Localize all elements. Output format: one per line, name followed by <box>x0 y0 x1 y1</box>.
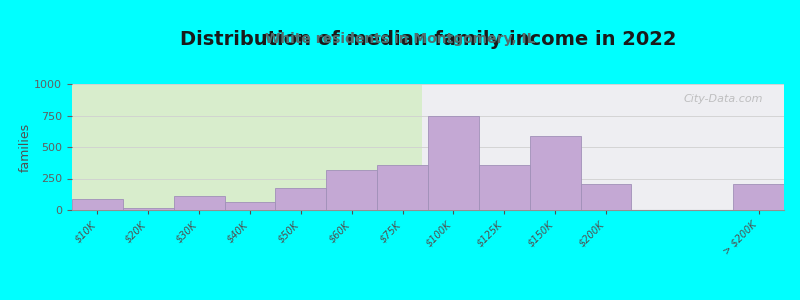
Bar <box>174 196 225 210</box>
Title: Distribution of median family income in 2022: Distribution of median family income in … <box>180 30 676 49</box>
Bar <box>275 188 326 210</box>
Text: City-Data.com: City-Data.com <box>683 94 762 104</box>
Bar <box>581 184 631 210</box>
Bar <box>326 170 377 210</box>
Bar <box>428 116 479 210</box>
Bar <box>479 165 530 210</box>
Bar <box>530 136 581 210</box>
Bar <box>72 199 123 210</box>
Bar <box>733 184 784 210</box>
Text: White residents in Montgomery, IL: White residents in Montgomery, IL <box>265 32 535 46</box>
Bar <box>72 84 422 210</box>
Bar <box>225 202 275 210</box>
Bar <box>377 165 428 210</box>
Bar <box>123 208 174 210</box>
Y-axis label: families: families <box>18 122 31 172</box>
